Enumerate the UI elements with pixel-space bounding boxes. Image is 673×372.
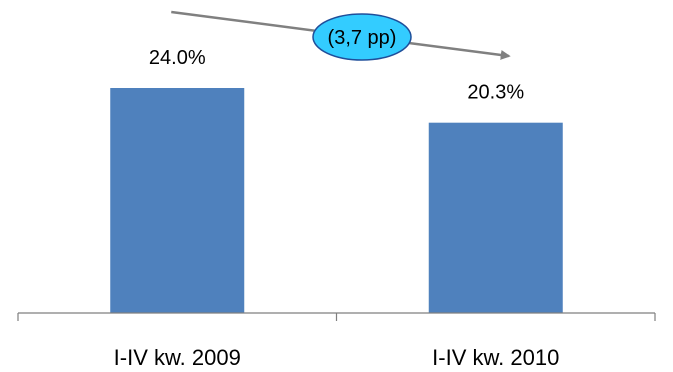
bar-2 (428, 122, 563, 313)
x-tick-label-2: I-IV kw. 2010 (432, 345, 559, 370)
change-callout-ellipse (312, 13, 412, 61)
change-callout-text: (3,7 pp) (328, 27, 397, 49)
bar-1 (110, 88, 245, 313)
labels-layer: 24.0% I-IV kw. 2009 20.3% I-IV kw. 2010 (114, 47, 560, 370)
data-label-2: 20.3% (467, 82, 524, 104)
data-label-1: 24.0% (149, 47, 206, 69)
change-annotation: (3,7 pp) (171, 10, 511, 61)
bars-layer (110, 88, 563, 313)
x-tick-label-1: I-IV kw. 2009 (114, 345, 241, 370)
x-axis (17, 312, 656, 321)
